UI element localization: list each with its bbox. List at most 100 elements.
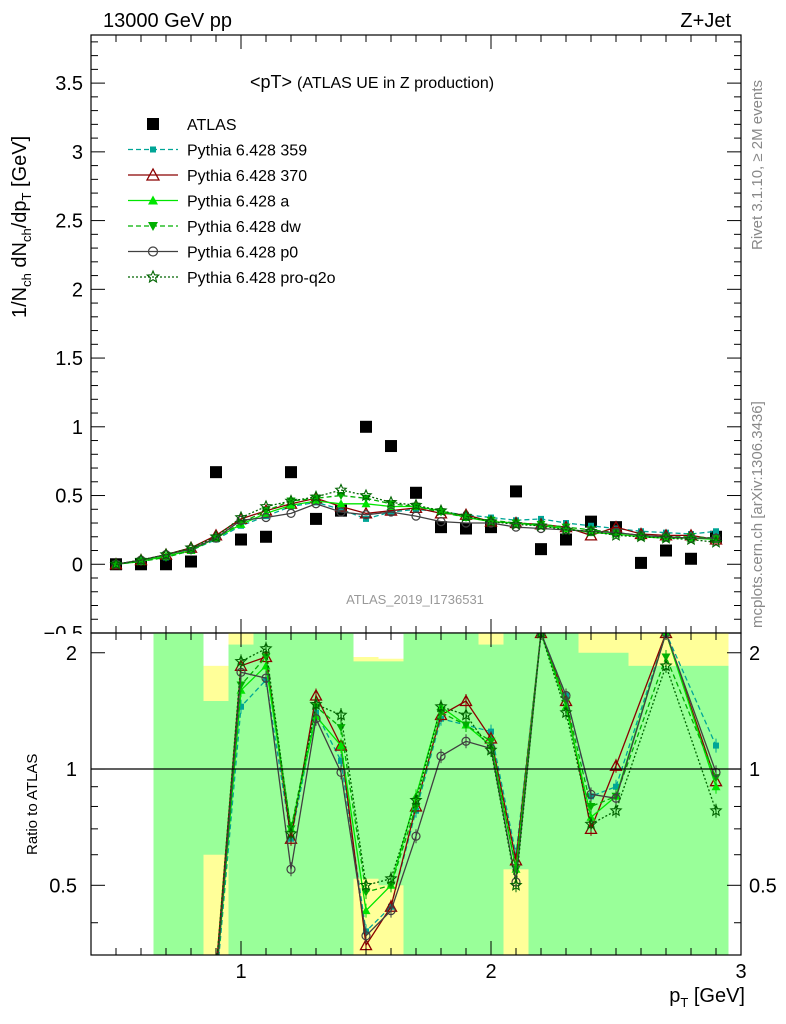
uncertainty-band-green [478,644,504,955]
ratio-data-point [334,708,348,721]
mc-data-point [459,509,473,522]
ratio-data-point [584,817,598,830]
y-tick-label: 1.5 [55,348,83,370]
ratio-data-point [238,703,244,710]
atlas-data-point [410,486,422,499]
ratio-y-tick-label-right: 0.5 [749,875,777,897]
mc-data-point [659,531,673,544]
atlas-data-point [185,555,197,568]
atlas-data-point [535,543,547,556]
atlas-data-point [685,552,697,565]
mc-data-point [286,508,296,519]
mc-data-point [511,522,521,532]
ratio-data-point [434,699,448,713]
ratio-data-point [586,802,596,811]
ratio-data-point [461,721,471,730]
ratio-data-point [361,931,371,941]
atlas-data-point [235,533,247,546]
legend-marker [145,167,161,181]
mc-data-point [411,511,421,521]
rivet-version-label: Rivet 3.1.10, ≥ 2M events [749,80,766,250]
main-plot-panel: <pT> (ATLAS UE in Z production) ATLAS_20… [40,34,742,646]
ratio-plot-panel: 0.5 0.5 1 1 2 2 1 2 3 [49,632,777,987]
uncertainty-band-green [278,633,354,955]
x-tick-label: 1 [235,961,246,983]
mc-data-point [709,535,723,548]
ratio-data-point [459,694,473,707]
ratio-data-point [661,653,671,662]
mc-data-point [361,510,371,520]
legend-entry: Pythia 6.428 p0 [128,245,298,262]
ratio-y-tick-label: 2 [66,643,77,665]
ratio-series-pythia-6-428-pro-q2o [216,633,723,955]
mc-data-point [284,494,298,507]
uncertainty-band-green [203,701,229,855]
ratio-data-point [212,979,220,987]
ratio-data-point [559,705,573,719]
atlas-data-point [560,533,572,546]
ratio-data-point [211,965,222,975]
legend-marker [148,195,158,205]
mc-data-point [384,503,398,516]
ratio-data-point [386,905,396,916]
legend-marker [147,118,159,130]
ratio-data-point [234,654,248,667]
series-pythia-6-428-p0 [111,499,721,569]
mc-data-point [436,517,446,527]
ratio-data-point [311,714,321,724]
legend-entry: ATLAS [147,117,237,134]
analysis-watermark: ATLAS_2019_I1736531 [346,592,484,607]
x-tick-label: 2 [485,961,496,983]
legend-label: Pythia 6.428 p0 [187,245,298,262]
mc-data-point [359,488,373,502]
ratio-data-point [384,871,398,885]
legend-entry: Pythia 6.428 pro-q2o [128,269,336,287]
y-tick-label: 1 [72,417,83,439]
uncertainty-band-green [353,661,379,879]
uncertainty-band-green [378,661,404,886]
mc-data-point [334,483,348,496]
ratio-data-point [284,826,298,840]
ratio-data-point [711,782,721,791]
legend-label: Pythia 6.428 dw [187,219,301,236]
mc-data-point [338,506,344,513]
ratio-data-point [336,724,346,733]
mc-data-point [386,507,396,517]
plot-title-main: <pT> [250,72,292,92]
series-atlas [110,420,722,571]
mc-data-point [384,495,398,509]
ratio-data-point [336,741,346,750]
ratio-data-point [336,767,346,778]
header-energy-label: 13000 GeV pp [103,10,232,32]
mc-data-point [134,553,148,566]
mc-data-point [434,503,448,517]
mc-data-point [634,529,648,543]
legend-marker [148,222,158,231]
series-line [115,489,717,565]
mc-data-point [561,523,571,532]
mc-data-point [211,533,221,543]
atlas-data-point [285,466,297,479]
legend-label: ATLAS [187,117,237,134]
ratio-data-point [212,978,221,986]
ratio-data-point [361,888,371,897]
mc-data-point [486,518,496,528]
ratio-data-point [659,658,673,672]
legend-label: Pythia 6.428 359 [187,143,307,160]
mc-data-point [209,529,223,543]
ratio-data-point [309,697,323,711]
mc-data-point [534,518,548,532]
atlas-data-point [360,420,372,433]
atlas-data-point [310,512,322,525]
atlas-data-point [660,544,672,557]
mc-data-point [509,517,523,530]
ratio-data-point [711,767,721,778]
mcplots-reference-label: mcplots.cern.ch [arXiv:1306.3436] [749,401,766,628]
mc-data-point [234,510,248,524]
ratio-y-tick-label: 0.5 [49,875,77,897]
legend-entry: Pythia 6.428 a [128,194,289,211]
ratio-data-point [436,751,446,761]
mc-data-point [359,506,373,519]
ratio-data-point [586,789,596,799]
y-axis-title-main: 1/Nch dNch/dpT [GeV] [9,136,34,318]
